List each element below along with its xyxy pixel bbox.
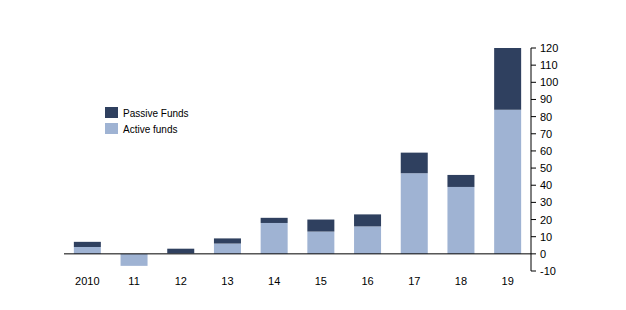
- y-tick-label: 0: [540, 248, 546, 260]
- y-tick-label: 80: [540, 111, 552, 123]
- x-tick-label: 16: [361, 275, 373, 287]
- chart-container: -10 0 10 20 30 40 50 60 70 80 90 100 110 120 2010 11 12 1…: [0, 0, 626, 310]
- x-tick-label: 14: [268, 275, 280, 287]
- y-tick-label: 30: [540, 196, 552, 208]
- x-tick-label: 19: [502, 275, 514, 287]
- bar: [354, 214, 381, 226]
- bar: [261, 223, 288, 254]
- bar: [447, 187, 474, 254]
- y-tick: [531, 185, 536, 186]
- bar: [447, 175, 474, 187]
- y-tick-label: 50: [540, 162, 552, 174]
- bar: [74, 242, 101, 247]
- y-tick: [531, 99, 536, 100]
- bar: [74, 247, 101, 254]
- bars: [74, 48, 521, 266]
- bar: [354, 226, 381, 253]
- y-tick: [531, 219, 536, 220]
- y-tick-label: -10: [540, 265, 556, 277]
- y-tick: [531, 116, 536, 117]
- bar: [214, 238, 241, 243]
- y-tick: [531, 82, 536, 83]
- chart-svg: -10 0 10 20 30 40 50 60 70 80 90 100 110 120 2010 11 12 1…: [0, 0, 626, 310]
- bar: [494, 110, 521, 254]
- y-tick-label: 10: [540, 231, 552, 243]
- legend: Passive Funds Active funds: [105, 107, 189, 135]
- y-tick-label: 100: [540, 76, 558, 88]
- x-tick-label: 2010: [75, 275, 99, 287]
- y-tick-label: 40: [540, 179, 552, 191]
- y-tick: [531, 236, 536, 237]
- bar: [261, 218, 288, 223]
- y-tick: [531, 168, 536, 169]
- y-tick: [531, 48, 536, 49]
- x-tick-label: 12: [175, 275, 187, 287]
- y-tick: [531, 150, 536, 151]
- x-tick-label: 13: [221, 275, 233, 287]
- y-axis-line: [531, 48, 532, 271]
- x-tick-label: 17: [408, 275, 420, 287]
- legend-swatch: [105, 123, 118, 134]
- y-tick: [531, 253, 536, 254]
- baseline: [64, 253, 531, 254]
- x-tick-label: 15: [315, 275, 327, 287]
- y-tick-label: 90: [540, 93, 552, 105]
- bar: [121, 254, 148, 266]
- y-tick: [531, 65, 536, 66]
- bar: [401, 153, 428, 174]
- y-tick: [531, 271, 536, 272]
- legend-label: Active funds: [123, 124, 177, 135]
- y-tick-label: 70: [540, 128, 552, 140]
- y-tick: [531, 133, 536, 134]
- legend-label: Passive Funds: [123, 108, 189, 119]
- y-tick-label: 60: [540, 145, 552, 157]
- bar: [307, 232, 334, 254]
- x-tick-label: 18: [455, 275, 467, 287]
- bar: [167, 249, 194, 253]
- y-tick-label: 20: [540, 214, 552, 226]
- x-tick-label: 11: [128, 275, 139, 287]
- bar: [401, 173, 428, 254]
- y-tick: [531, 202, 536, 203]
- legend-swatch: [105, 107, 118, 118]
- bar: [307, 220, 334, 232]
- y-tick-label: 110: [540, 59, 558, 71]
- bar: [214, 244, 241, 254]
- y-tick-label: 120: [540, 42, 558, 54]
- bar: [494, 48, 521, 110]
